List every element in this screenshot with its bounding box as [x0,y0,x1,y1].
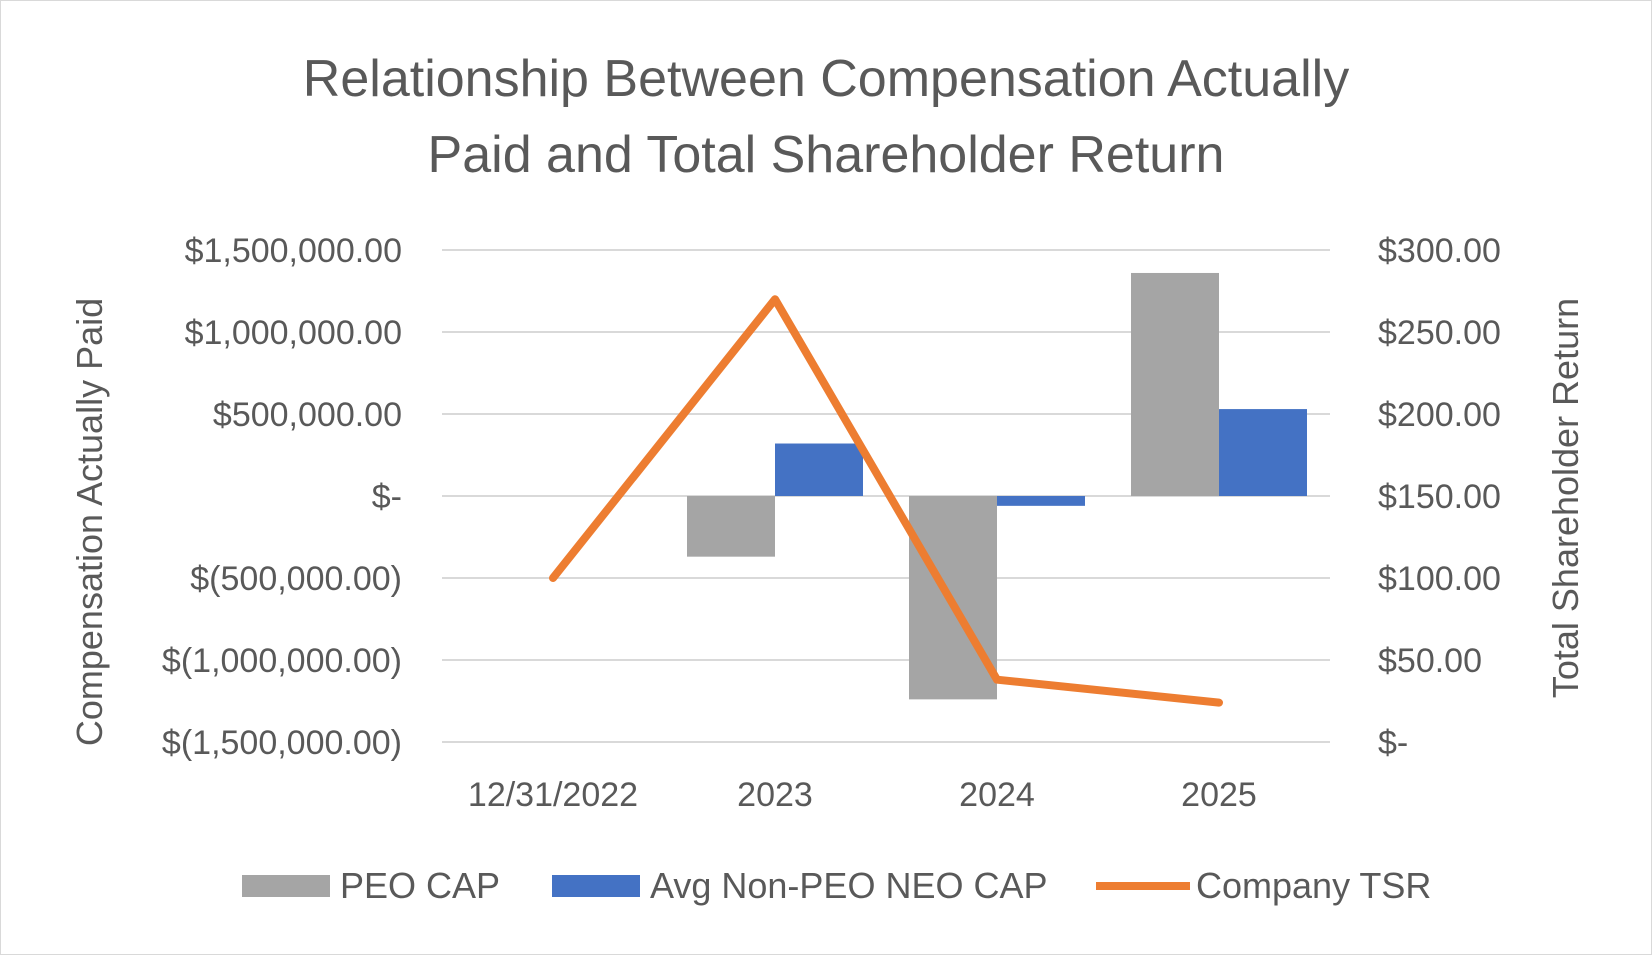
company-tsr-point [1218,701,1220,704]
bars [687,272,1307,700]
x-tick-label: 2024 [959,776,1035,814]
legend-swatch-peo-cap [242,875,330,897]
x-tick-label: 2025 [1181,776,1257,814]
left-tick-label: $(500,000.00) [190,560,402,598]
left-tick-label: $- [372,478,402,516]
right-tick-label: $- [1378,724,1408,762]
legend-label-company-tsr: Company TSR [1196,865,1431,906]
right-tick-label: $100.00 [1378,560,1501,598]
x-tick-label: 12/31/2022 [468,776,638,814]
right-tick-label: $250.00 [1378,314,1501,352]
left-tick-label: $1,500,000.00 [185,232,402,270]
company-tsr-point [552,577,554,579]
company-tsr-point [996,678,998,681]
chart-title-line-1: Relationship Between Compensation Actual… [303,50,1349,108]
chart-title-line-2: Paid and Total Shareholder Return [428,126,1225,184]
tsr-line-group [549,295,1223,707]
left-axis-ticks: $1,500,000.00 $1,000,000.00 $500,000.00 $- $… [162,232,402,762]
bar-avg-non-peo-neo-cap [775,443,863,496]
legend-swatch-avg-non-peo-neo-cap [552,875,640,897]
bar-peo-cap [687,496,775,557]
right-axis-ticks: $300.00 $250.00 $200.00 $150.00 $100.00 $50.0… [1378,232,1501,762]
bar-avg-non-peo-neo-cap [997,496,1085,506]
right-tick-label: $200.00 [1378,396,1501,434]
left-axis-title: Compensation Actually Paid [69,298,110,746]
company-tsr-line [549,295,1223,707]
right-tick-label: $300.00 [1378,232,1501,270]
left-tick-label: $1,000,000.00 [185,314,402,352]
x-axis-ticks: 12/31/2022 2023 2024 2025 [468,776,1257,814]
bar-avg-non-peo-neo-cap [1219,409,1307,496]
legend-label-peo-cap: PEO CAP [340,865,500,906]
left-tick-label: $(1,500,000.00) [162,724,402,762]
legend-label-avg-non-peo-neo-cap: Avg Non-PEO NEO CAP [650,865,1047,906]
company-tsr-point [774,298,776,301]
bar-peo-cap [1131,272,1219,496]
legend: PEO CAP Avg Non-PEO NEO CAP Company TSR [242,865,1431,906]
right-tick-label: $150.00 [1378,478,1501,516]
left-tick-label: $(1,000,000.00) [162,642,402,680]
left-tick-label: $500,000.00 [213,396,402,434]
x-tick-label: 2023 [737,776,813,814]
right-axis-title: Total Shareholder Return [1545,298,1586,698]
right-tick-label: $50.00 [1378,642,1482,680]
